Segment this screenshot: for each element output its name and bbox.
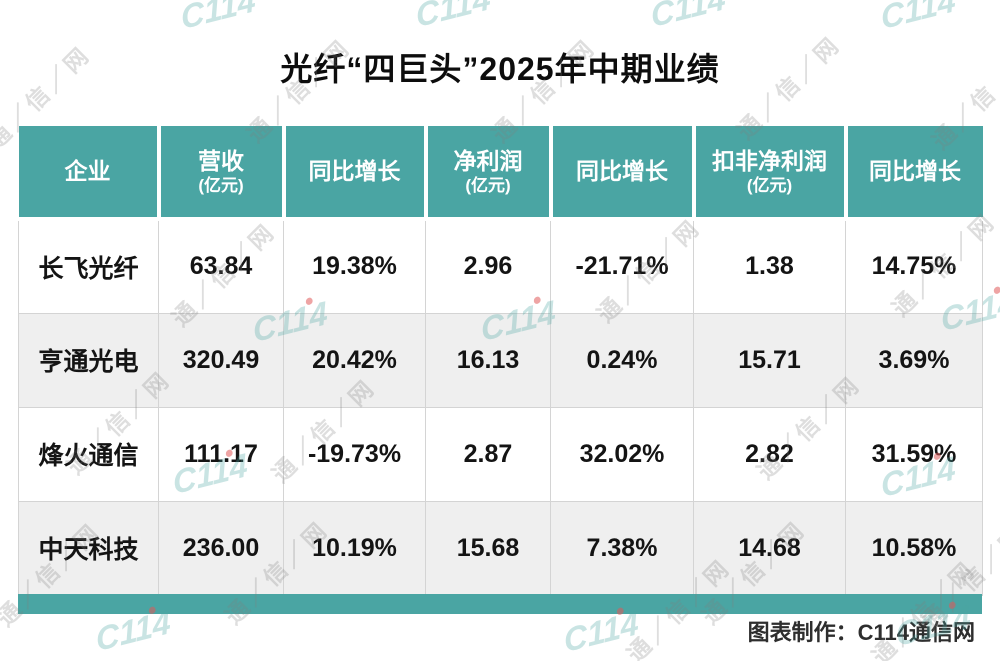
- performance-table: 企业 营收 (亿元) 同比增长 净利润 (亿元): [18, 122, 983, 596]
- cell-revenue: 320.49: [158, 312, 284, 408]
- col-header-label: 扣非净利润: [712, 147, 827, 174]
- page-title: 光纤“四巨头”2025年中期业绩: [280, 51, 720, 87]
- col-header-unit: (亿元): [198, 175, 244, 195]
- table-row: 中天科技 236.00 10.19% 15.68 7.38% 14.68 10.…: [18, 500, 983, 596]
- cell-company: 中天科技: [18, 500, 159, 596]
- col-header-label: 净利润: [453, 147, 523, 174]
- col-header-nongaap-profit: 扣非净利润 (亿元): [691, 122, 848, 221]
- credit-text: 图表制作：C114通信网: [747, 620, 975, 645]
- cell-revenue-yoy: -19.73%: [283, 406, 426, 502]
- cell-company: 长飞光纤: [18, 218, 159, 314]
- cell-revenue-yoy: 20.42%: [283, 312, 426, 408]
- cell-net-profit: 2.87: [425, 406, 551, 502]
- cell-net-profit-yoy: 0.24%: [550, 312, 694, 408]
- cell-revenue-yoy: 19.38%: [283, 218, 426, 314]
- watermark-c114-logo: C114: [879, 0, 957, 37]
- cell-net-profit-yoy: 7.38%: [550, 500, 694, 596]
- watermark-c114-logo: C114: [179, 0, 257, 37]
- table-row: 长飞光纤 63.84 19.38% 2.96 -21.71% 1.38 14.7…: [18, 218, 983, 314]
- col-header-revenue-yoy: 同比增长: [281, 122, 428, 221]
- cell-nongaap-profit: 2.82: [693, 406, 846, 502]
- cell-company: 亨通光电: [18, 312, 159, 408]
- col-header-label: 营收: [198, 147, 244, 174]
- cell-company: 烽火通信: [18, 406, 159, 502]
- table-body: 长飞光纤 63.84 19.38% 2.96 -21.71% 1.38 14.7…: [18, 218, 983, 596]
- watermark-c114-logo: C114: [649, 0, 727, 35]
- performance-table-wrap: 企业 营收 (亿元) 同比增长 净利润 (亿元): [18, 122, 983, 596]
- col-header-label: 同比增长: [869, 158, 961, 185]
- col-header-unit: (亿元): [746, 175, 793, 195]
- watermark-logo-text: C114: [414, 0, 493, 35]
- cell-net-profit: 2.96: [425, 218, 551, 314]
- col-header-net-profit-yoy: 同比增长: [548, 122, 696, 221]
- table-row: 亨通光电 320.49 20.42% 16.13 0.24% 15.71 3.6…: [18, 312, 983, 408]
- col-header-nongaap-yoy: 同比增长: [843, 122, 983, 221]
- header-row: 企业 营收 (亿元) 同比增长 净利润 (亿元): [18, 122, 983, 221]
- watermark-logo-dot: [993, 285, 1000, 295]
- cell-revenue-yoy: 10.19%: [283, 500, 426, 596]
- cell-nongaap-yoy: 3.69%: [845, 312, 983, 408]
- cell-revenue: 63.84: [158, 218, 284, 314]
- cell-nongaap-profit: 15.71: [693, 312, 846, 408]
- watermark-c114-logo: C114: [414, 0, 492, 35]
- col-header-label: 同比增长: [576, 158, 668, 185]
- cell-nongaap-yoy: 10.58%: [845, 500, 983, 596]
- watermark-logo-text: C114: [879, 0, 958, 37]
- cell-net-profit: 16.13: [425, 312, 551, 408]
- table-row: 烽火通信 111.17 -19.73% 2.87 32.02% 2.82 31.…: [18, 406, 983, 502]
- col-header-unit: (亿元): [465, 175, 511, 195]
- col-header-net-profit: 净利润 (亿元): [423, 122, 553, 221]
- cell-nongaap-profit: 1.38: [693, 218, 846, 314]
- watermark-logo-text: C114: [649, 0, 728, 35]
- bottom-accent-bar: [18, 594, 982, 614]
- col-header-revenue: 营收 (亿元): [156, 122, 286, 221]
- watermark-logo-text: C114: [179, 0, 258, 37]
- cell-nongaap-profit: 14.68: [693, 500, 846, 596]
- cell-nongaap-yoy: 31.59%: [845, 406, 983, 502]
- col-header-company: 企业: [18, 122, 161, 221]
- table-header: 企业 营收 (亿元) 同比增长 净利润 (亿元): [18, 122, 983, 221]
- col-header-label: 企业: [64, 158, 111, 185]
- cell-revenue: 111.17: [158, 406, 284, 502]
- cell-net-profit-yoy: -21.71%: [550, 218, 694, 314]
- col-header-label: 同比增长: [308, 158, 401, 185]
- cell-net-profit-yoy: 32.02%: [550, 406, 694, 502]
- cell-net-profit: 15.68: [425, 500, 551, 596]
- cell-revenue: 236.00: [158, 500, 284, 596]
- cell-nongaap-yoy: 14.75%: [845, 218, 983, 314]
